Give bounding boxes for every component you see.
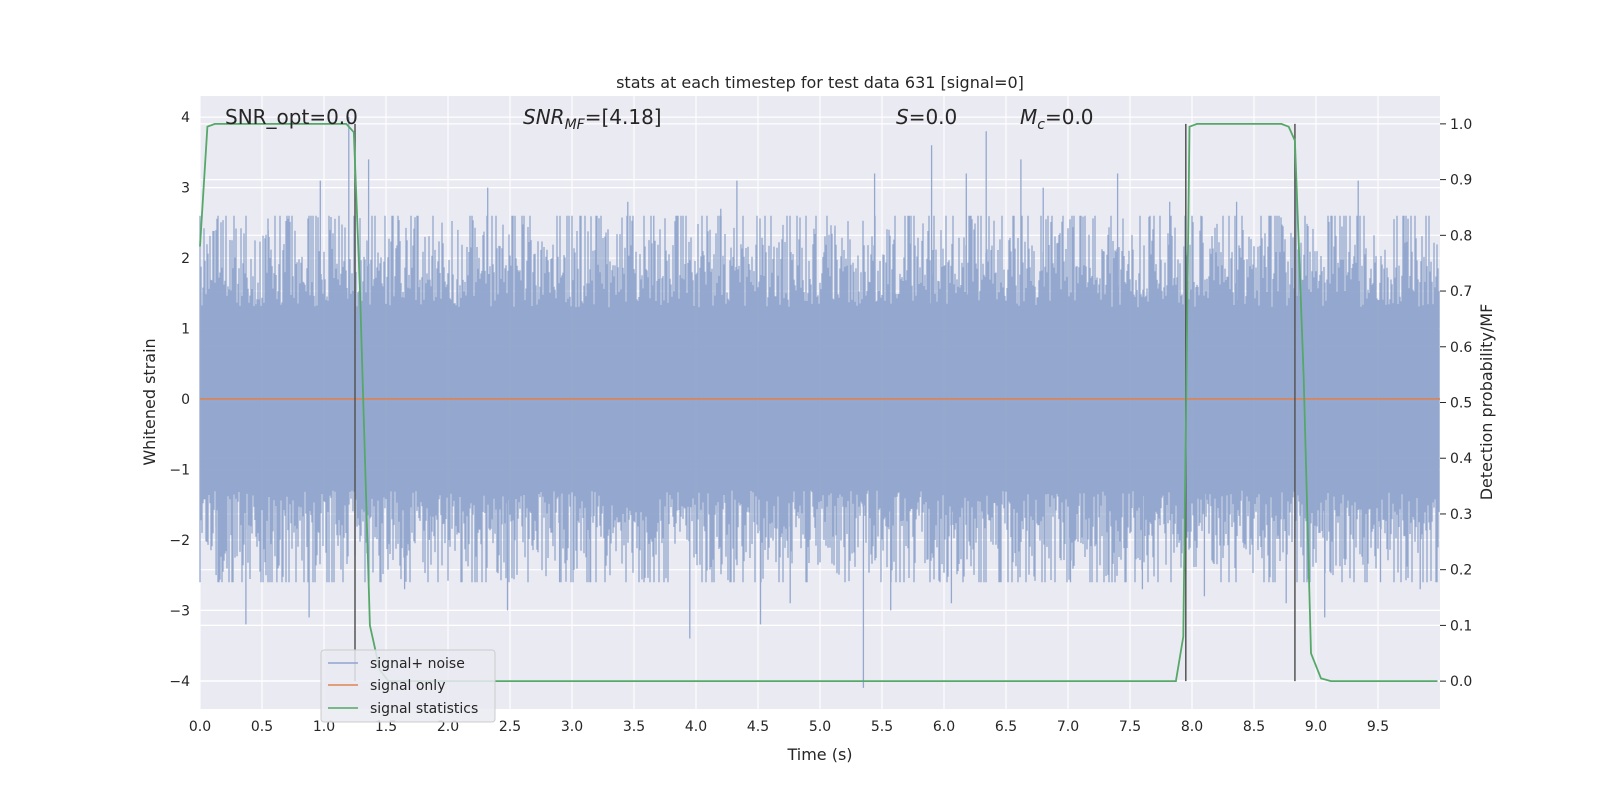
y-right-tick-label: 1.0 [1450,117,1472,133]
x-tick-label: 1.0 [313,719,335,735]
signal-statistics-line [199,123,1438,682]
x-tick-label: 0.5 [251,719,273,735]
x-tick-label: 5.5 [871,719,893,735]
x-tick-label: 6.0 [933,719,955,735]
annotation-snr-mf: SNRMF=[4.18] [523,105,662,133]
x-tick-label: 3.5 [623,719,645,735]
y-right-tick-label: 0.2 [1450,563,1472,579]
y-left-tick-label: 4 [181,110,190,126]
chart-title: stats at each timestep for test data 631… [616,73,1024,92]
legend: signal+ noise signal only signal statist… [320,649,496,723]
y-left-tick-label: 3 [181,181,190,197]
x-tick-label: 5.0 [809,719,831,735]
y-left-tick-label: −1 [169,462,190,478]
annotation-snr-opt: SNR_opt=0.0 [225,105,358,129]
annotation-mc: Mc=0.0 [1020,105,1094,133]
y-right-axis-ticks: 1.0 0.9 0.8 0.7 0.6 0.5 0.4 0.3 0.2 0.1 0.0 [1440,117,1472,690]
y-left-tick-label: −4 [169,674,190,690]
y-right-tick-label: 0.7 [1450,284,1472,300]
y-left-tick-label: 0 [181,392,190,408]
y-right-tick-label: 0.5 [1450,396,1472,412]
annotation-s-val: =0.0 [909,105,958,129]
x-tick-label: 6.5 [995,719,1017,735]
y-left-tick-label: 1 [181,322,190,338]
x-tick-label: 8.5 [1243,719,1265,735]
y-right-tick-label: 0.3 [1450,507,1472,523]
y-left-tick-label: −2 [169,533,190,549]
annotation-s: S=0.0 [896,105,957,129]
y-right-tick-label: 0.0 [1450,674,1472,690]
y-left-axis-label: Whitened strain [140,338,159,465]
y-left-axis-ticks: 4 3 2 1 0 −1 −2 −3 −4 [169,110,190,690]
signal-statistics-series [199,123,1438,682]
x-tick-label: 8.0 [1181,719,1203,735]
legend-label-signal-noise: signal+ noise [370,656,465,672]
x-tick-label: 2.5 [499,719,521,735]
y-right-axis-label: Detection probability/MF [1477,304,1496,501]
y-right-tick-label: 0.8 [1450,228,1472,244]
x-tick-label: 1.5 [375,719,397,735]
x-axis-ticks: 0.0 0.5 1.0 1.5 2.0 2.5 3.0 3.5 4.0 4.5 5.0 5.5 6.0 6… [189,719,1389,735]
y-left-tick-label: 2 [181,251,190,267]
annotation-snr-mf-var: SNR [523,105,565,129]
annotation-mc-val: =0.0 [1045,105,1094,129]
x-tick-label: 0.0 [189,719,211,735]
x-tick-label: 9.0 [1305,719,1327,735]
legend-box [320,649,496,723]
legend-label-signal-only: signal only [370,678,445,694]
y-right-tick-label: 0.1 [1450,618,1472,634]
x-tick-label: 7.0 [1057,719,1079,735]
x-tick-label: 7.5 [1119,719,1141,735]
annotation-mc-sub: c [1037,117,1045,133]
annotation-snr-mf-val: =[4.18] [585,105,662,129]
x-tick-label: 4.0 [685,719,707,735]
x-tick-label: 9.5 [1367,719,1389,735]
legend-label-signal-statistics: signal statistics [370,701,478,717]
x-axis-label: Time (s) [786,745,852,764]
x-tick-label: 4.5 [747,719,769,735]
y-right-tick-label: 0.6 [1450,340,1472,356]
x-tick-label: 2.0 [437,719,459,735]
x-tick-label: 3.0 [561,719,583,735]
y-right-tick-label: 0.4 [1450,451,1472,467]
y-right-tick-label: 0.9 [1450,173,1472,189]
y-left-tick-label: −3 [169,603,190,619]
annotation-mc-var: M [1020,105,1037,129]
annotation-snr-mf-sub: MF [565,117,586,133]
annotation-s-var: S [896,105,909,129]
